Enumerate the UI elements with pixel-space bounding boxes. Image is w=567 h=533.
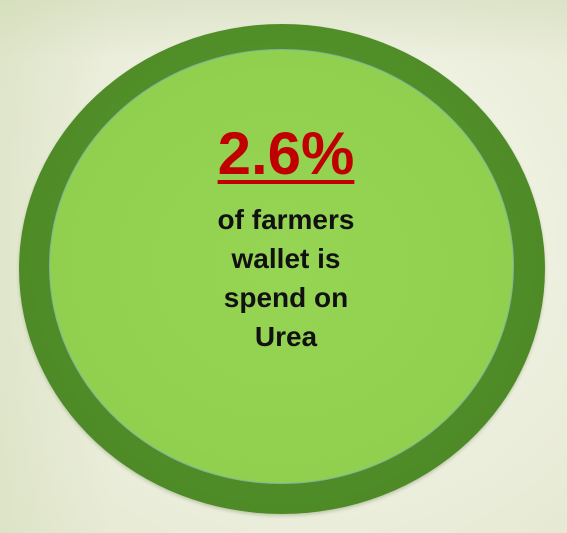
caption-line-4: Urea bbox=[181, 317, 391, 356]
caption-line-1: of farmers bbox=[181, 200, 391, 239]
stat-callout: 2.6% of farmers wallet is spend on Urea bbox=[181, 120, 391, 356]
stat-value-wrapper: 2.6% bbox=[181, 120, 391, 184]
caption-line-2: wallet is bbox=[181, 239, 391, 278]
caption-line-3: spend on bbox=[181, 278, 391, 317]
stat-percentage: 2.6% bbox=[218, 124, 355, 184]
stat-caption: of farmers wallet is spend on Urea bbox=[181, 200, 391, 356]
